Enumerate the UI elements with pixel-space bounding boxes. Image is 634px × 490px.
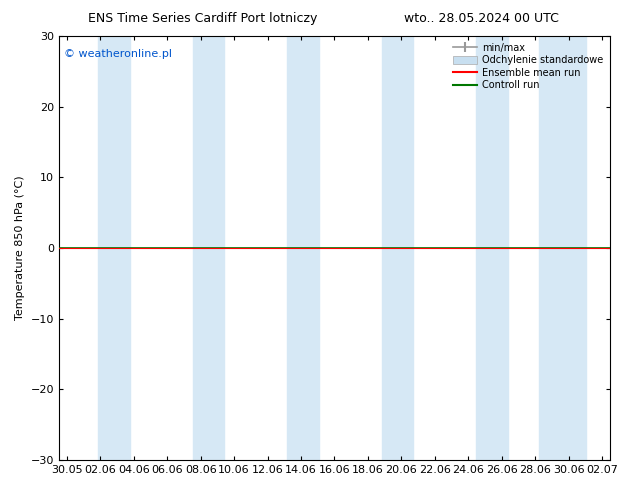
Bar	[98, 36, 130, 460]
Bar	[193, 36, 224, 460]
Bar	[476, 36, 508, 460]
Text: © weatheronline.pl: © weatheronline.pl	[65, 49, 172, 59]
Bar	[540, 36, 586, 460]
Y-axis label: Temperature 850 hPa (°C): Temperature 850 hPa (°C)	[15, 176, 25, 320]
Text: wto.. 28.05.2024 00 UTC: wto.. 28.05.2024 00 UTC	[404, 12, 559, 25]
Bar	[287, 36, 319, 460]
Bar	[382, 36, 413, 460]
Text: ENS Time Series Cardiff Port lotniczy: ENS Time Series Cardiff Port lotniczy	[88, 12, 318, 25]
Legend: min/max, Odchylenie standardowe, Ensemble mean run, Controll run: min/max, Odchylenie standardowe, Ensembl…	[451, 41, 605, 92]
